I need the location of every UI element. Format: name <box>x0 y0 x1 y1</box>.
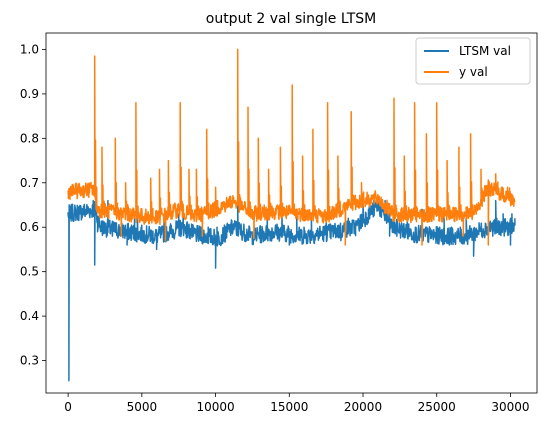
plot-area <box>45 32 538 394</box>
x-tick-label: 0 <box>64 400 72 414</box>
y-tick-label: 0.5 <box>20 265 39 279</box>
y-axis: 0.3 0.4 0.5 0.6 0.7 0.8 0.9 1.0 <box>20 42 46 368</box>
x-tick-label: 10000 <box>196 400 234 414</box>
y-tick-label: 0.6 <box>20 220 39 234</box>
x-axis: 0 5000 10000 15000 20000 25000 30000 <box>64 393 530 414</box>
y-tick-label: 1.0 <box>20 42 39 56</box>
x-tick-label: 20000 <box>344 400 382 414</box>
legend-label: LTSM val <box>459 44 511 58</box>
x-tick-label: 30000 <box>491 400 529 414</box>
y-tick-label: 0.3 <box>20 354 39 368</box>
plot-frame <box>45 32 538 394</box>
x-tick-label: 25000 <box>418 400 456 414</box>
series-ltsm-val-line <box>67 195 516 382</box>
y-tick-label: 0.8 <box>20 131 39 145</box>
chart-title: output 2 val single LTSM <box>206 11 376 27</box>
legend: LTSM val y val <box>415 37 531 85</box>
y-tick-label: 0.9 <box>20 87 39 101</box>
series-y-val-line <box>67 48 516 246</box>
legend-label: y val <box>459 65 488 79</box>
y-tick-label: 0.4 <box>20 309 39 323</box>
x-tick-label: 5000 <box>127 400 158 414</box>
y-tick-label: 0.7 <box>20 176 39 190</box>
x-tick-label: 15000 <box>270 400 308 414</box>
